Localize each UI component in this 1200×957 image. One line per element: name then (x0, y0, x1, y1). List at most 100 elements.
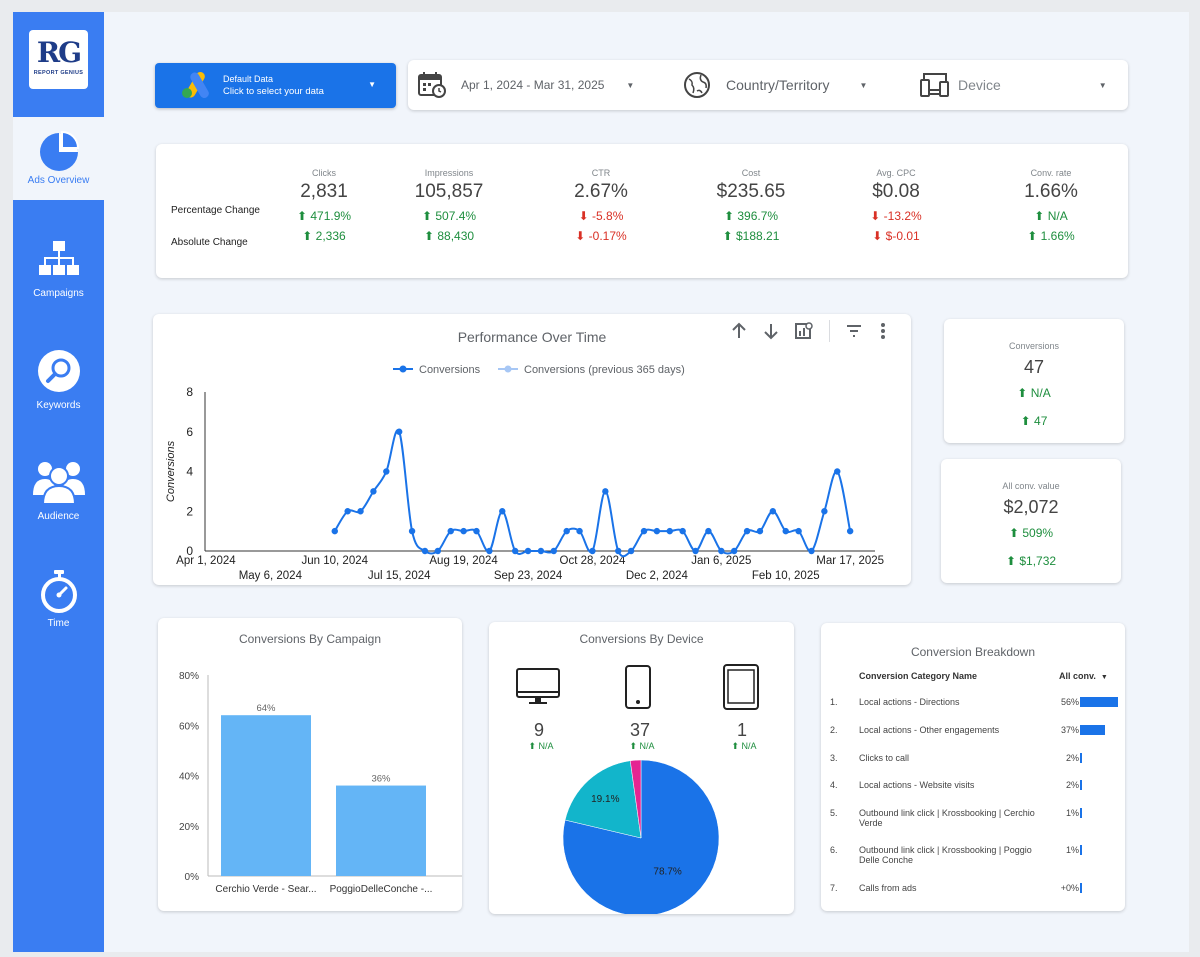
chevron-down-icon: ▼ (368, 80, 376, 89)
data-point (679, 527, 686, 535)
y-tick-label: 0 (186, 544, 193, 558)
bar-chart-svg: 0% 20% 40% 60% 80% 64% Cerchio Verde - Sear...… (179, 671, 462, 895)
kpi-conv-rate[interactable]: Conv. rate 1.66% ⬆ N/A ⬆ 1.66% (991, 168, 1111, 243)
performance-over-time-chart[interactable]: Performance Over Time 0 2 4 6 8 Conversions Ap… (153, 314, 911, 585)
kpi-label: Cost (741, 168, 761, 178)
device-change-mobile: ⬆ N/A (619, 741, 665, 752)
column-header-category[interactable]: Conversion Category Name (859, 671, 978, 681)
calendar-icon (418, 72, 446, 98)
row-bar (1080, 883, 1082, 893)
kpi-pct-change: ⬆ N/A (991, 209, 1111, 223)
country-filter[interactable]: Country/Territory ▼ (683, 60, 893, 110)
date-range-control[interactable]: Apr 1, 2024 - Mar 31, 2025 ▼ (418, 60, 648, 110)
row-number: 1. (830, 697, 838, 707)
filter-bar: Apr 1, 2024 - Mar 31, 2025 ▼ Country/Ter… (408, 60, 1128, 110)
scorecard-conversions[interactable]: Conversions 47 ⬆ N/A ⬆ 47 (944, 319, 1124, 443)
data-point (846, 527, 854, 535)
explore-chart-icon[interactable] (795, 322, 813, 344)
scorecard-value: 47 (1023, 357, 1045, 377)
kpi-clicks[interactable]: Clicks 2,831 ⬆ 471.9% ⬆ 2,336 (264, 168, 384, 243)
kpi-label: CTR (591, 168, 611, 178)
kpi-abs-change: ⬆ 88,430 (389, 229, 509, 243)
y-tick-label: 4 (186, 465, 193, 479)
device-change-value: N/A (741, 741, 757, 751)
kpi-ctr[interactable]: CTR 2.67% ⬇ -5.8% ⬇ -0.17% (541, 168, 661, 243)
scorecard-abs-value: 47 (1034, 414, 1048, 428)
scorecard-abs-change: ⬆ 47 (944, 414, 1124, 428)
scorecard-value: $2,072 (1003, 497, 1059, 517)
pie-slice-label: 78.7% (653, 867, 681, 878)
x-tick-label: Jul 15, 2024 (368, 570, 431, 582)
sort-ascending-icon[interactable] (731, 322, 747, 344)
data-source-selector[interactable]: Default Data Click to select your data ▼ (155, 63, 396, 108)
sort-descending-icon[interactable] (763, 322, 779, 344)
kpi-pct-change: ⬇ -5.8% (541, 209, 661, 223)
kpi-value: 1.66% (1024, 181, 1078, 202)
column-header-all-conv[interactable]: All conv. ▼ (1059, 671, 1108, 681)
data-point (473, 527, 480, 535)
bar (221, 715, 311, 876)
y-tick-label: 40% (179, 772, 199, 783)
scorecard-pct-value: N/A (1030, 386, 1051, 400)
scorecard-all-conv-value[interactable]: All conv. value $2,072 ⬆ 509% ⬆ $1,732 (941, 459, 1121, 583)
tablet-icon (723, 664, 759, 710)
arrow-up-icon: ⬆ (421, 209, 436, 223)
conversion-breakdown-table[interactable]: Conversion Breakdown Conversion Category… (821, 623, 1125, 911)
sidebar-item-audience[interactable]: Audience (13, 457, 104, 522)
kpi-value: 2,831 (300, 181, 348, 202)
arrow-up-icon: ⬆ (1020, 414, 1035, 428)
line-chart-svg: 0 2 4 6 8 Conversions Apr 1, 2024 Jun 10, 2024 A… (165, 364, 884, 582)
kpi-abs-change: ⬇ -0.17% (541, 229, 661, 243)
data-point (821, 508, 828, 515)
table-title: Conversion Breakdown (910, 645, 1036, 659)
conversions-by-campaign-chart[interactable]: Conversions By Campaign 0% 20% 40% 60% 80% 64… (158, 618, 462, 911)
row-value: 37% (1060, 725, 1079, 735)
conversions-by-device-chart[interactable]: Conversions By Device 9 37 1 ⬆ N/A (489, 622, 794, 914)
pie-slice (629, 759, 642, 839)
arrow-down-icon: ⬇ (578, 209, 593, 223)
sidebar-item-keywords[interactable]: Keywords (13, 349, 104, 411)
row-value: 2% (1065, 753, 1079, 763)
sidebar-item-ads-overview[interactable]: Ads Overview (13, 117, 104, 200)
toolbar-divider (829, 320, 830, 342)
x-tick-label: PoggioDelleConche -... (330, 884, 433, 895)
arrow-up-icon: ⬆ (1017, 386, 1031, 400)
kpi-label: Impressions (424, 168, 474, 178)
sidebar-item-time[interactable]: Time (13, 570, 104, 629)
arrow-up-icon: ⬆ (723, 209, 738, 223)
bar-data-label: 36% (371, 774, 391, 785)
row-bar (1080, 808, 1082, 818)
stopwatch-icon (40, 570, 77, 613)
report-genius-logo[interactable]: RG REPORT GENIUS (29, 30, 88, 89)
data-point (730, 547, 738, 555)
device-value-mobile: 37 (629, 720, 651, 740)
kpi-impressions[interactable]: Impressions 105,857 ⬆ 507.4% ⬆ 88,430 (389, 168, 509, 243)
row-category: Local actions - Other engagements (859, 725, 1000, 735)
device-change-tablet: ⬆ N/A (721, 741, 767, 752)
kpi-value: $0.08 (872, 181, 920, 202)
more-options-icon[interactable] (880, 322, 886, 344)
kpi-abs-change: ⬆ 1.66% (991, 229, 1111, 243)
data-point (769, 508, 777, 515)
legend-label: Conversions (previous 365 days) (524, 364, 685, 376)
device-desktop (516, 668, 560, 711)
data-point (640, 527, 648, 535)
kpi-cost[interactable]: Cost $235.65 ⬆ 396.7% ⬆ $188.21 (691, 168, 811, 243)
device-filter[interactable]: Device ▼ (920, 60, 1120, 110)
column-header-label: All conv. (1059, 671, 1096, 681)
pie-slice (564, 760, 642, 839)
sidebar-item-campaigns[interactable]: Campaigns (13, 240, 104, 299)
data-point (499, 508, 506, 515)
y-tick-label: 6 (186, 425, 193, 439)
kpi-avg-cpc[interactable]: Avg. CPC $0.08 ⬇ -13.2% ⬇ $-0.01 (836, 168, 956, 243)
filter-icon[interactable] (845, 322, 863, 344)
chevron-down-icon: ▼ (626, 80, 635, 90)
row-number: 6. (830, 845, 838, 855)
device-filter-label: Device (958, 77, 1001, 93)
chart-title: Conversions By Device (579, 632, 704, 646)
y-tick-label: 0% (185, 872, 200, 883)
kpi-abs-value: 2,336 (315, 229, 346, 243)
x-tick-label: Feb 10, 2025 (752, 570, 820, 582)
globe-icon (684, 72, 710, 98)
scorecard-label: Conversions (1008, 341, 1060, 351)
